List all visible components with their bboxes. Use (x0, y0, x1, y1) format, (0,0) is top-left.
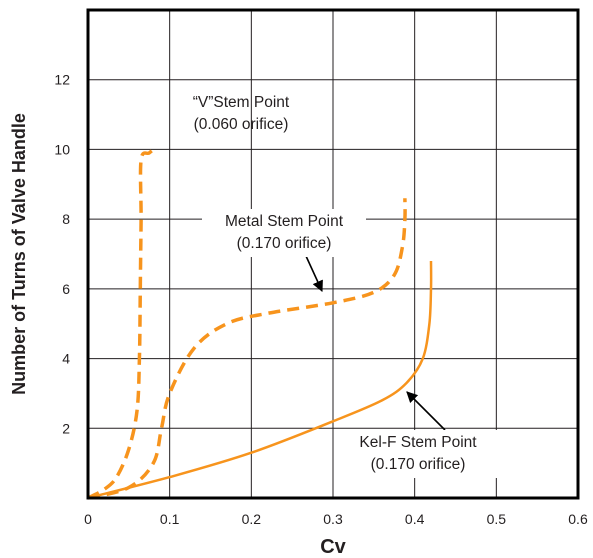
x-tick-labels: 0 0.1 0.2 0.3 0.4 0.5 0.6 (84, 511, 588, 527)
y-tick-label: 12 (54, 72, 70, 88)
annotation-text: Kel-F Stem Point (359, 434, 477, 451)
x-axis-label: Cv (320, 536, 346, 558)
x-tick-label: 0.6 (568, 511, 588, 527)
annotation-text: Metal Stem Point (225, 213, 344, 230)
kelf-stem-pointer (406, 391, 446, 431)
y-tick-label: 8 (62, 211, 70, 227)
annotation-3: Kel-F Stem Point (0.170 orifice) (336, 430, 500, 478)
annotation-text: “V”Stem Point (193, 94, 290, 111)
y-axis-label: Number of Turns of Valve Handle (9, 113, 29, 395)
y-tick-label: 10 (54, 141, 70, 157)
annotation-1: “V”Stem Point (0.060 orifice) (193, 94, 290, 133)
annotations: “V”Stem Point (0.060 orifice) Metal Stem P… (193, 94, 500, 478)
x-tick-label: 0.5 (487, 511, 507, 527)
annotation-background (336, 430, 500, 478)
series-group (87, 146, 433, 500)
plot-frame (86, 8, 580, 500)
y-tick-label: 4 (62, 351, 70, 367)
annotation-text: (0.170 orifice) (371, 456, 466, 473)
annotation-2: Metal Stem Point (0.170 orifice) (202, 209, 366, 257)
metal-stem-pointer (305, 255, 323, 293)
series-line-2 (87, 198, 407, 500)
series-line-3 (87, 260, 433, 500)
annotation-text: (0.170 orifice) (237, 235, 332, 252)
y-tick-label: 6 (62, 281, 70, 297)
x-tick-label: 0.4 (405, 511, 425, 527)
annotation-text: (0.060 orifice) (194, 116, 289, 133)
annotation-pointers (305, 255, 446, 431)
x-tick-label: 0.1 (160, 511, 180, 527)
x-tick-label: 0.3 (323, 511, 343, 527)
y-tick-labels: 2 4 6 8 10 12 (54, 72, 70, 437)
x-tick-label: 0.2 (242, 511, 262, 527)
y-tick-label: 2 (62, 420, 70, 436)
annotation-background (202, 209, 366, 257)
series-line-1 (87, 146, 157, 500)
x-tick-label: 0 (84, 511, 92, 527)
